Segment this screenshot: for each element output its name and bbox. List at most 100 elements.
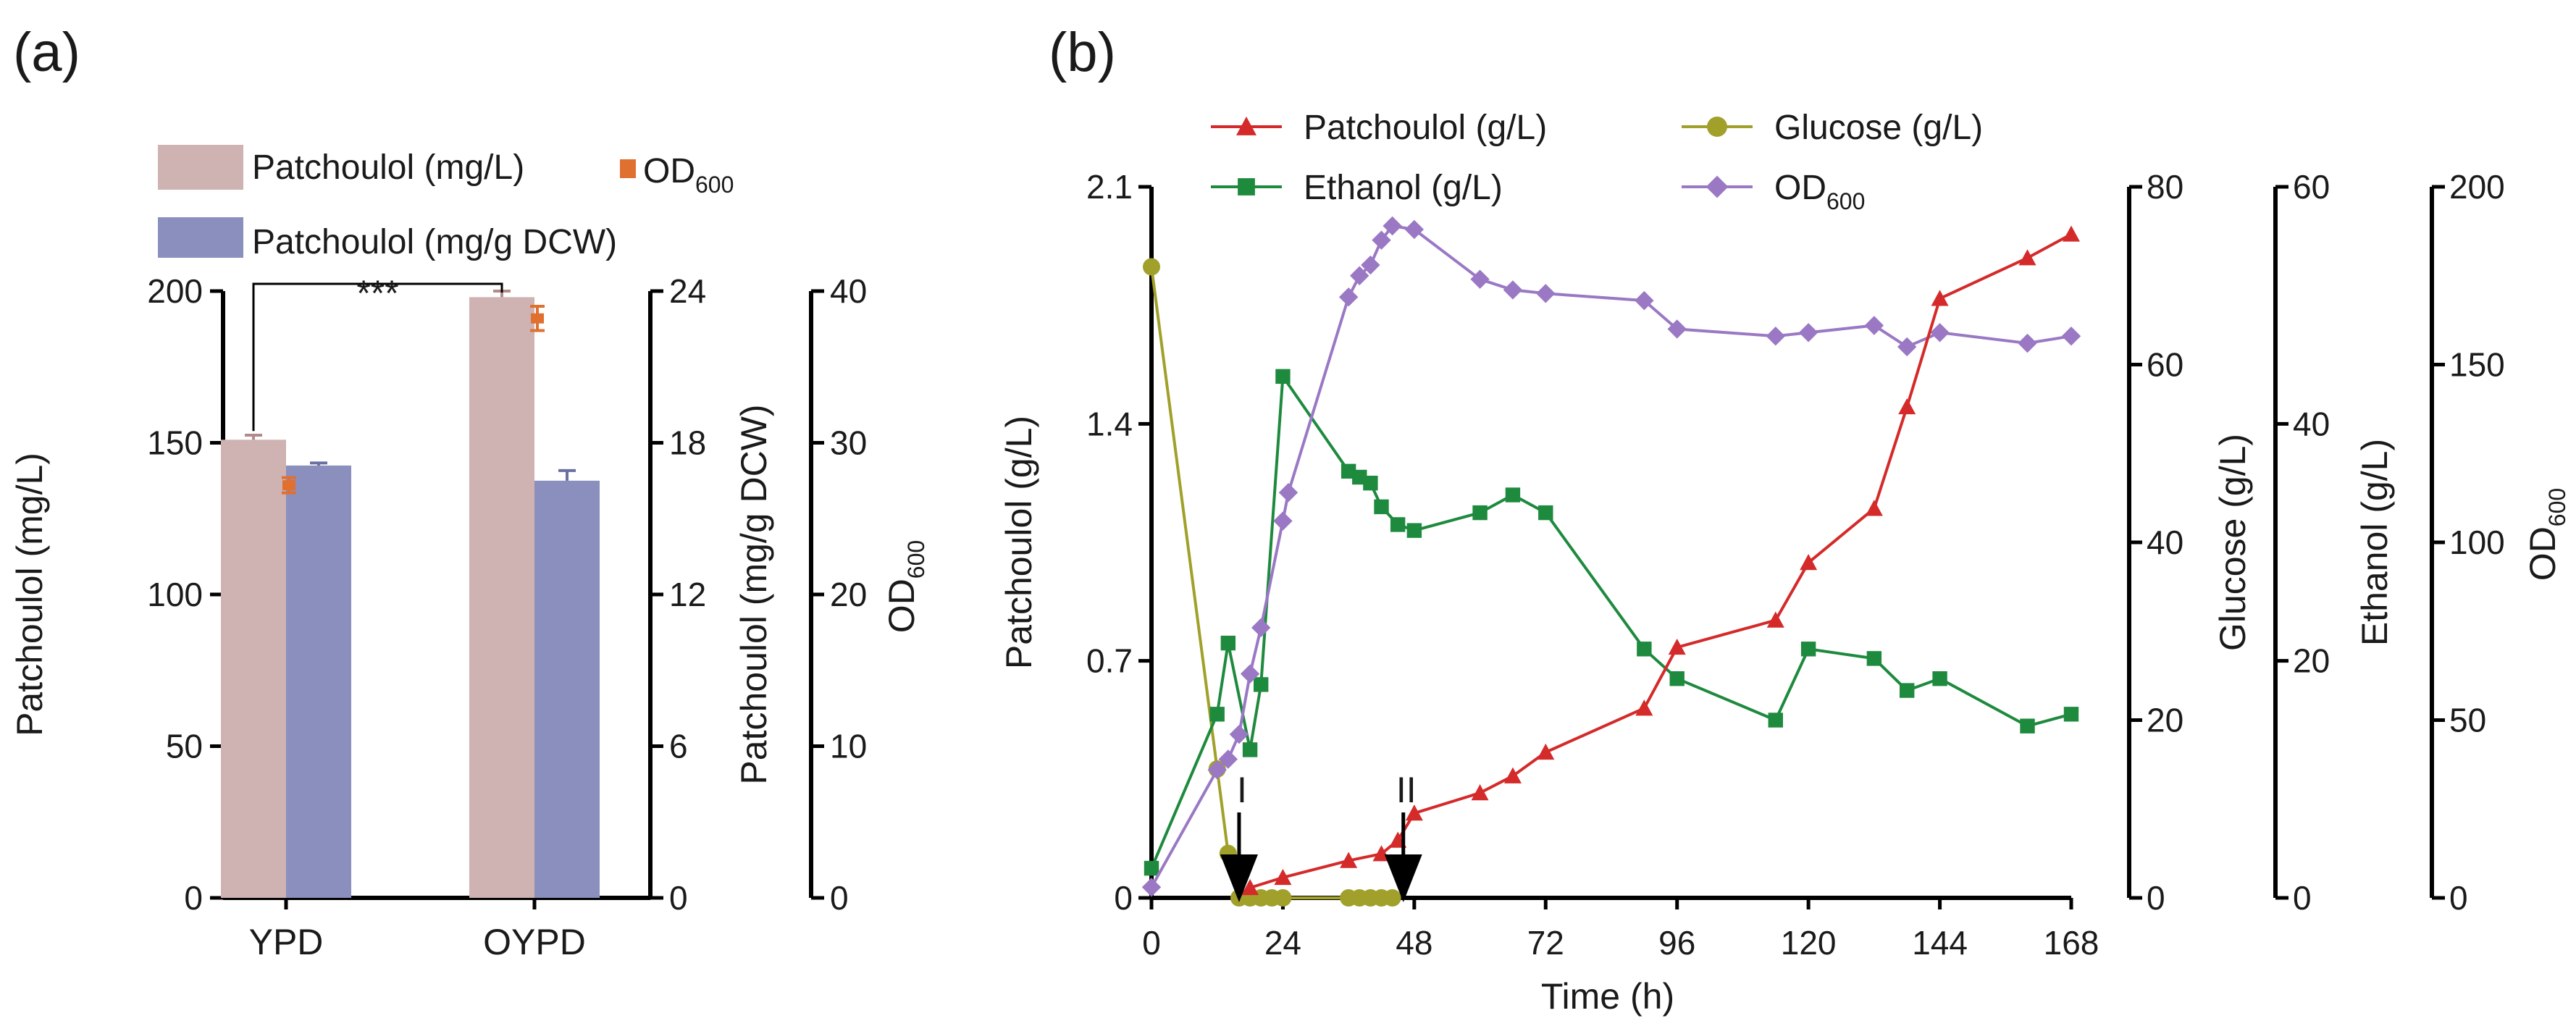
legend-label-3: OD600 <box>1774 169 1865 214</box>
od600-series-point <box>1503 280 1523 300</box>
panel-a: (a) 0 50 100 150 200 0 6 12 18 24 0 10 20 30 40 Patchou… <box>9 22 929 962</box>
bar-patchoulol-mg-l <box>221 440 286 898</box>
axis-ethanol-tick-label: 40 <box>2293 405 2330 442</box>
axis-glucose-tick-label: 20 <box>2147 702 2183 739</box>
axis-right1-tick-label: 0 <box>669 879 688 917</box>
patchoulol-series-point <box>1865 500 1883 516</box>
legend-label-0: Patchoulol (g/L) <box>1304 109 1547 147</box>
ethanol-series-point <box>1253 677 1269 692</box>
legend-label-patchoulol-mg-g-dcw: Patchoulol (mg/g DCW) <box>252 223 617 261</box>
od600-series-point <box>1207 760 1227 780</box>
legend-swatch-od600 <box>620 159 636 178</box>
glucose-series-point <box>1143 258 1160 276</box>
od600-series-point <box>2018 333 2037 353</box>
x-axis-tick-label: 144 <box>1912 924 1968 962</box>
x-axis-tick-label: 24 <box>1264 924 1301 962</box>
y-axis-left-title: Patchoulol (mg/L) <box>9 453 50 736</box>
ethanol-series-point <box>1669 671 1685 686</box>
axis-right2-tick-label: 40 <box>830 272 867 310</box>
axis-right1-tick-label: 24 <box>669 272 706 310</box>
od600-series-point <box>1251 618 1271 638</box>
ethanol-series-point <box>1538 505 1553 521</box>
axis-left-tick-label: 150 <box>147 424 203 462</box>
patchoulol-series-point <box>1766 611 1784 628</box>
bar-patchoulol-mg-g-dcw <box>534 480 600 898</box>
od600-series-point <box>1141 878 1162 897</box>
od600-series-point <box>1229 724 1249 744</box>
panel-b-label: (b) <box>1049 22 1116 83</box>
x-axis-tick-label: 120 <box>1781 924 1837 962</box>
ethanol-series-point <box>1144 860 1159 876</box>
annotation-label-1: I <box>1237 770 1247 810</box>
bar-patchoulol-mg-g-dcw <box>286 465 351 898</box>
ethanol-series-point <box>1472 505 1488 521</box>
y-axis-right1-title: Patchoulol (mg/g DCW) <box>734 404 774 784</box>
od600-series-point <box>1635 290 1654 311</box>
od600-series-point <box>1240 664 1260 684</box>
panel-a-label: (a) <box>13 22 80 83</box>
od600-series-point <box>1361 255 1380 275</box>
glucose-series-point <box>1274 889 1292 907</box>
od600-marker <box>282 480 295 491</box>
y-axis-right2-title: OD600 <box>881 540 929 633</box>
x-axis-tick-label: 48 <box>1396 924 1432 962</box>
ethanol-series-point <box>1275 369 1291 384</box>
significance-stars: *** <box>356 273 398 314</box>
od600-series-point <box>1897 337 1917 357</box>
axis-od-tick-label: 50 <box>2449 702 2486 739</box>
patchoulol-series-point <box>1635 699 1653 716</box>
axis-glucose-tick-label: 40 <box>2147 524 2183 561</box>
od600-series-point <box>2061 327 2081 346</box>
od600-series-point <box>1273 511 1293 531</box>
annotation-arrow-head <box>1220 854 1258 902</box>
od600-series-point <box>1864 316 1884 335</box>
y-axis-ethanol-title: Ethanol (g/L) <box>2354 439 2395 646</box>
ethanol-series-point <box>1209 707 1225 722</box>
x-axis-tick-label: 72 <box>1527 924 1564 962</box>
ethanol-series-point <box>2020 718 2035 734</box>
patchoulol-series-line <box>1249 232 2072 889</box>
patchoulol-series-point <box>1274 868 1292 886</box>
legend-label-3-subscript: 600 <box>1826 188 1865 214</box>
legend-label-patchoulol-mg-l: Patchoulol (mg/L) <box>252 148 524 187</box>
patchoulol-series-point <box>1405 804 1423 821</box>
category-label-ypd: YPD <box>249 922 324 962</box>
axis-right1-tick-label: 18 <box>669 424 706 462</box>
axis-od-tick-label: 200 <box>2449 168 2505 206</box>
od600-series-point <box>1470 269 1490 289</box>
axis-od-tick-label: 0 <box>2449 879 2468 917</box>
panel-b: (b) 00.71.42.102040608002040600501001502… <box>999 22 2570 1017</box>
axis-glucose-tick-label: 80 <box>2147 168 2183 206</box>
od600-series-point <box>1278 483 1299 503</box>
axis-od-tick-label: 100 <box>2449 524 2505 561</box>
patchoulol-series-point <box>1340 852 1358 868</box>
annotation-label-2: II <box>1396 770 1417 810</box>
legend-swatch-patchoulol-mg-g-dcw <box>158 217 243 258</box>
od600-series-point <box>1383 216 1402 236</box>
axis-right1-tick-label: 12 <box>669 576 706 613</box>
od600-series-point <box>1338 287 1359 307</box>
axis-patchoulol-tick-label: 2.1 <box>1086 168 1133 206</box>
axis-glucose-tick-label: 0 <box>2147 879 2165 917</box>
ethanol-series-point <box>1932 671 1947 686</box>
annotation-arrow-head <box>1384 854 1422 902</box>
od600-series-point <box>1372 230 1391 250</box>
legend-marker-0 <box>1236 117 1256 135</box>
glucose-series-line <box>1150 266 1393 899</box>
axis-left-tick-label: 200 <box>147 272 203 310</box>
patchoulol-series-point <box>1931 290 1949 306</box>
axis-right2-tick-label: 10 <box>830 728 867 765</box>
patchoulol-series-point <box>1537 743 1555 760</box>
patchoulol-series-point <box>2018 249 2036 266</box>
y-axis-glucose-title: Glucose (g/L) <box>2212 434 2253 651</box>
axis-left-tick-label: 0 <box>184 879 203 917</box>
ethanol-series-point <box>1505 487 1521 503</box>
axis-ethanol-tick-label: 0 <box>2293 879 2312 917</box>
axis-left-tick-label: 50 <box>166 728 203 765</box>
legend-label-2: Ethanol (g/L) <box>1304 169 1503 207</box>
patchoulol-series-point <box>1503 767 1522 783</box>
axis-left-tick-label: 100 <box>147 576 203 613</box>
significance-bracket <box>252 282 503 432</box>
ethanol-series-point <box>1768 713 1783 728</box>
patchoulol-series-point <box>1471 784 1489 801</box>
